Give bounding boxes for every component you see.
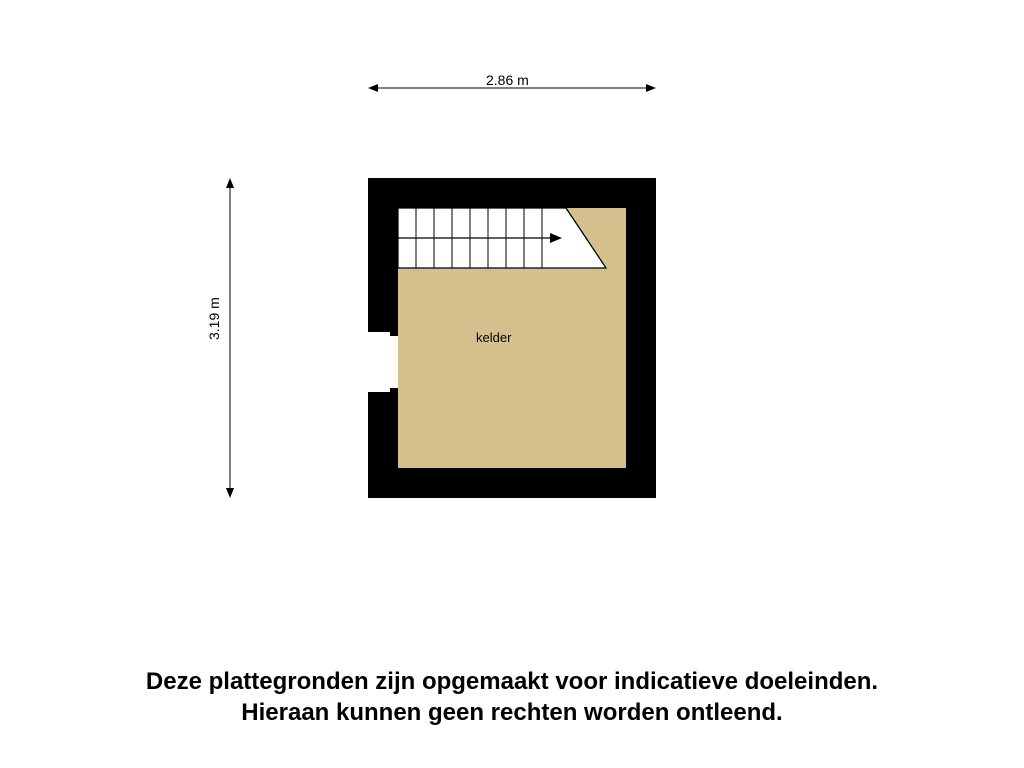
disclaimer: Deze plattegronden zijn opgemaakt voor i…	[0, 666, 1024, 728]
door-jamb-top	[390, 328, 398, 336]
disclaimer-line1: Deze plattegronden zijn opgemaakt voor i…	[0, 666, 1024, 697]
door-jamb-bottom	[390, 388, 398, 396]
floorplan-svg	[0, 0, 1024, 768]
room-label-kelder: kelder	[476, 330, 511, 345]
dim-left-label: 3.19 m	[206, 297, 222, 340]
door-opening	[368, 332, 398, 392]
disclaimer-line2: Hieraan kunnen geen rechten worden ontle…	[0, 697, 1024, 728]
dim-top-label: 2.86 m	[486, 72, 529, 88]
dimension-left	[226, 178, 234, 498]
